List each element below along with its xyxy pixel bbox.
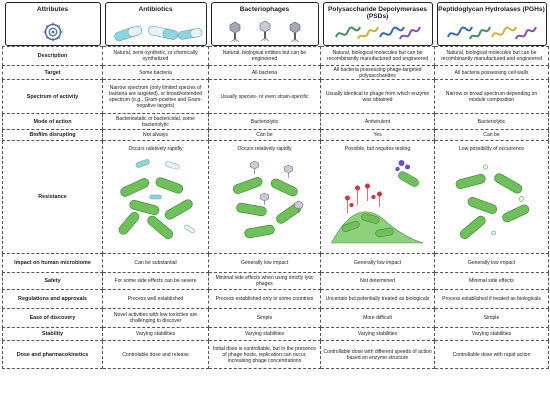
cell-psds: More difficult	[320, 308, 435, 328]
header-attributes-title: Attributes	[36, 6, 69, 13]
cell-psds: All bacteria possessing phage-targeted p…	[320, 65, 435, 80]
cell-bacteriophages: Minimal side effects when using strictly…	[208, 272, 321, 290]
header-attributes: Attributes	[4, 2, 101, 46]
row-label-microbiome: Impact on human microbiome	[2, 253, 103, 273]
row-label-regulations: Regulations and approvals	[2, 289, 103, 309]
header-pghs: Peptidoglycan Hydrolases (PGHs)	[436, 2, 547, 46]
cell-psds: Varying stabilities	[320, 327, 435, 341]
header-bacteriophages: Bacteriophages	[210, 2, 319, 46]
table-row: Ease of discovery Novel activities with …	[2, 308, 549, 328]
cell-psds: Controllable dose with different speeds …	[320, 340, 435, 369]
cell-psds: Natural, biological molecules but can be…	[320, 46, 435, 66]
table-row: Regulations and approvals Process well e…	[2, 289, 549, 309]
row-label-mode: Mode of action	[2, 113, 103, 130]
cell-bacteriophages: All bacteria	[208, 65, 321, 80]
cell-pghs: Process established if treated as biolog…	[434, 289, 549, 309]
resistance-text-antibiotics: Occurs raletively rapidly	[128, 145, 183, 152]
table-row: Mode of action Bacteriostatic or bacteri…	[2, 113, 549, 130]
cell-antibiotics: Some bacteria	[102, 65, 209, 80]
cell-pghs: Simple	[434, 308, 549, 328]
cell-psds: Not determined	[320, 272, 435, 290]
table-row: Target Some bacteria All bacteria All ba…	[2, 65, 549, 80]
cell-psds: Yes	[320, 129, 435, 141]
cell-bacteriophages: Simple	[208, 308, 321, 328]
table-row: Resistance Occurs raletively rapidly	[2, 140, 549, 254]
cell-psds: Generally low impact	[320, 253, 435, 273]
cell-antibiotics: Bacteriostatic or bactericidal, some bac…	[102, 113, 209, 130]
cell-bacteriophages: Varying stabilities	[208, 327, 321, 341]
bacteriophage-icon	[212, 20, 318, 43]
cell-pghs: All bacteria possessing cell walls	[434, 65, 549, 80]
header-psds: Polysaccharide Depolymerases (PSDs)	[322, 2, 433, 46]
row-label-stability: Stability	[2, 327, 103, 341]
row-label-spectrum: Spectrum of activity	[2, 79, 103, 114]
cell-bacteriophages: Generally low impact	[208, 253, 321, 273]
cell-antibiotics: Natural, semi-synthetic, or chemically s…	[102, 46, 209, 66]
cell-pghs: Can be	[434, 129, 549, 141]
cell-bacteriophages: Usually species- or even strain-specific	[208, 79, 321, 114]
cell-pghs: Controllable dose with rapid action	[434, 340, 549, 369]
cell-psds: Uncertain but potentially treated as bio…	[320, 289, 435, 309]
cell-pghs: Bacteriolytic	[434, 113, 549, 130]
cell-antibiotics: Varying stabilities	[102, 327, 209, 341]
resistance-text-pghs: Low possibility of occurrence	[458, 145, 525, 152]
capsule-pills-icon	[106, 21, 206, 43]
header-antibiotics-title: Antibiotics	[138, 6, 173, 13]
bacteria-with-capsules-illustration	[118, 158, 196, 239]
cell-antibiotics: Not always	[102, 129, 209, 141]
table-row: Biofilm disrupting Not always Can be Yes…	[2, 129, 549, 141]
row-label-discovery: Ease of discovery	[2, 308, 103, 328]
row-label-safety: Safety	[2, 272, 103, 290]
row-label-biofilm: Biofilm disrupting	[2, 129, 103, 141]
cell-antibiotics: For some side effects can be severe	[102, 272, 209, 290]
header-antibiotics: Antibiotics	[104, 2, 207, 46]
cell-pghs: Generally low impact	[434, 253, 549, 273]
cell-pghs: Minimal side effects	[434, 272, 549, 290]
cell-bacteriophages: Can be	[208, 129, 321, 141]
cell-bacteriophages: Initial dose is controllable, but in the…	[208, 340, 321, 369]
cell-pghs: Varying stabilities	[434, 327, 549, 341]
cell-bacteriophages: Occurs relatively rapidly	[208, 140, 321, 254]
cell-pghs: Narrow or broad spectrum depending on mo…	[434, 79, 549, 114]
table-row: Stability Varying stabilities Varying st…	[2, 327, 549, 341]
cell-bacteriophages: Process established only in some countri…	[208, 289, 321, 309]
comparison-table: Attributes Antibiotics Bacteriophages	[2, 2, 549, 369]
row-label-resistance: Resistance	[2, 140, 103, 254]
cell-psds: Antivirulent	[320, 113, 435, 130]
resistance-text-bacteriophages: Occurs relatively rapidly	[237, 145, 292, 152]
header-bacteriophages-title: Bacteriophages	[239, 6, 290, 13]
table-row: Safety For some side effects can be seve…	[2, 272, 549, 290]
cell-psds: Possible, but requires testing	[320, 140, 435, 254]
cell-pghs: Low possibility of occurrence	[434, 140, 549, 254]
biofilm-with-enzymes-illustration	[331, 159, 424, 243]
row-label-target: Target	[2, 65, 103, 80]
table-row: Description Natural, semi-synthetic, or …	[2, 46, 549, 66]
header-psds-title: Polysaccharide Depolymerases (PSDs)	[328, 6, 427, 21]
cell-bacteriophages: Bacteriolytic	[208, 113, 321, 130]
bacteria-with-phages-illustration	[232, 160, 303, 238]
cell-bacteriophages: Natural, biological entities but can be …	[208, 46, 321, 66]
gear-target-icon	[6, 21, 100, 43]
cell-antibiotics: Process well established	[102, 289, 209, 309]
resistance-text-psds: Possible, but requires testing	[344, 145, 411, 152]
header-pghs-title: Peptidoglycan Hydrolases (PGHs)	[438, 6, 545, 13]
row-label-dose: Dose and pharmacokinetics	[2, 340, 103, 369]
cell-psds: Usually identical to phage from which en…	[320, 79, 435, 114]
header-row: Attributes Antibiotics Bacteriophages	[3, 2, 549, 47]
cell-antibiotics: Narrow spectrum (only limited species of…	[102, 79, 209, 114]
cell-antibiotics: Controlable dose and release	[102, 340, 209, 369]
cell-antibiotics: Can be substantial	[102, 253, 209, 273]
table-row: Dose and pharmacokinetics Controlable do…	[2, 340, 549, 369]
cell-pghs: Natural, biological molecules but can be…	[434, 46, 549, 66]
table-row: Spectrum of activity Narrow spectrum (on…	[2, 79, 549, 114]
protein-structure-icon	[438, 21, 546, 43]
protein-structure-icon	[324, 21, 432, 43]
bacteria-with-pghs-illustration	[455, 164, 530, 239]
cell-antibiotics: Novel activities with low toxicities are…	[102, 308, 209, 328]
cell-antibiotics: Occurs raletively rapidly	[102, 140, 209, 254]
table-row: Impact on human microbiome Can be substa…	[2, 253, 549, 273]
row-label-description: Description	[2, 46, 103, 66]
